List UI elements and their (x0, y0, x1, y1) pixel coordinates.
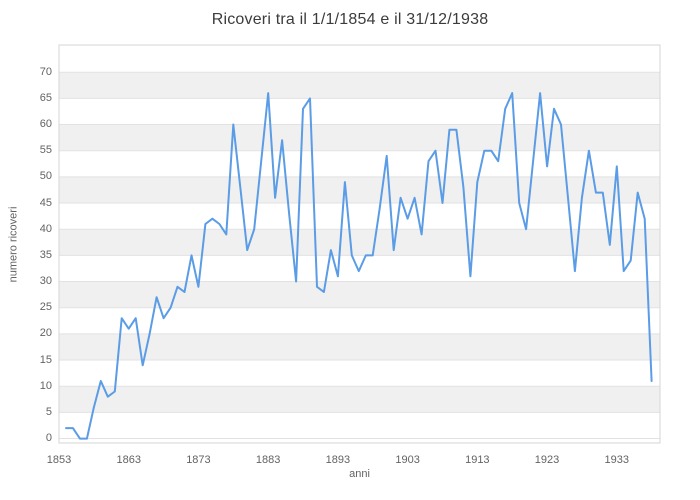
x-tick-label: 1933 (604, 454, 629, 466)
y-tick-label: 5 (45, 405, 52, 418)
y-tick-label: 0 (45, 432, 52, 445)
y-tick-label: 40 (39, 222, 52, 235)
x-tick-label: 1883 (255, 454, 281, 466)
y-tick-label: 10 (39, 379, 52, 392)
y-tick-label: 15 (39, 353, 52, 366)
grid-band (59, 124, 660, 151)
y-tick-label: 60 (39, 118, 52, 131)
y-tick-label: 45 (39, 196, 52, 209)
y-tick-label: 55 (39, 144, 52, 157)
y-tick-label: 65 (39, 91, 52, 104)
grid-band (59, 386, 660, 413)
y-tick-label: 20 (39, 327, 52, 340)
x-tick-label: 1873 (186, 454, 211, 466)
grid-band (59, 333, 660, 361)
grid-band (59, 281, 660, 308)
grid-band (59, 72, 660, 99)
x-axis-title: anni (349, 468, 370, 480)
chart-title: Ricoveri tra il 1/1/1854 e il 31/12/1938 (211, 11, 489, 28)
y-tick-label: 70 (39, 65, 52, 78)
x-tick-label: 1863 (116, 454, 141, 466)
y-tick-label: 50 (39, 170, 52, 183)
grid-band (59, 229, 660, 256)
y-tick-label: 25 (39, 301, 52, 314)
data-series-line (65, 92, 653, 440)
x-tick-label: 1893 (325, 454, 351, 466)
grid-band (59, 176, 660, 204)
x-tick-label: 1913 (465, 454, 490, 466)
x-tick-label: 1923 (534, 454, 560, 466)
plot-border (58, 44, 661, 444)
y-tick-label: 35 (39, 248, 52, 261)
x-tick-label: 1903 (395, 454, 420, 466)
x-tick-label: 1853 (46, 454, 72, 466)
y-axis-title: numero ricoveri (7, 206, 20, 283)
y-tick-label: 30 (39, 275, 52, 288)
